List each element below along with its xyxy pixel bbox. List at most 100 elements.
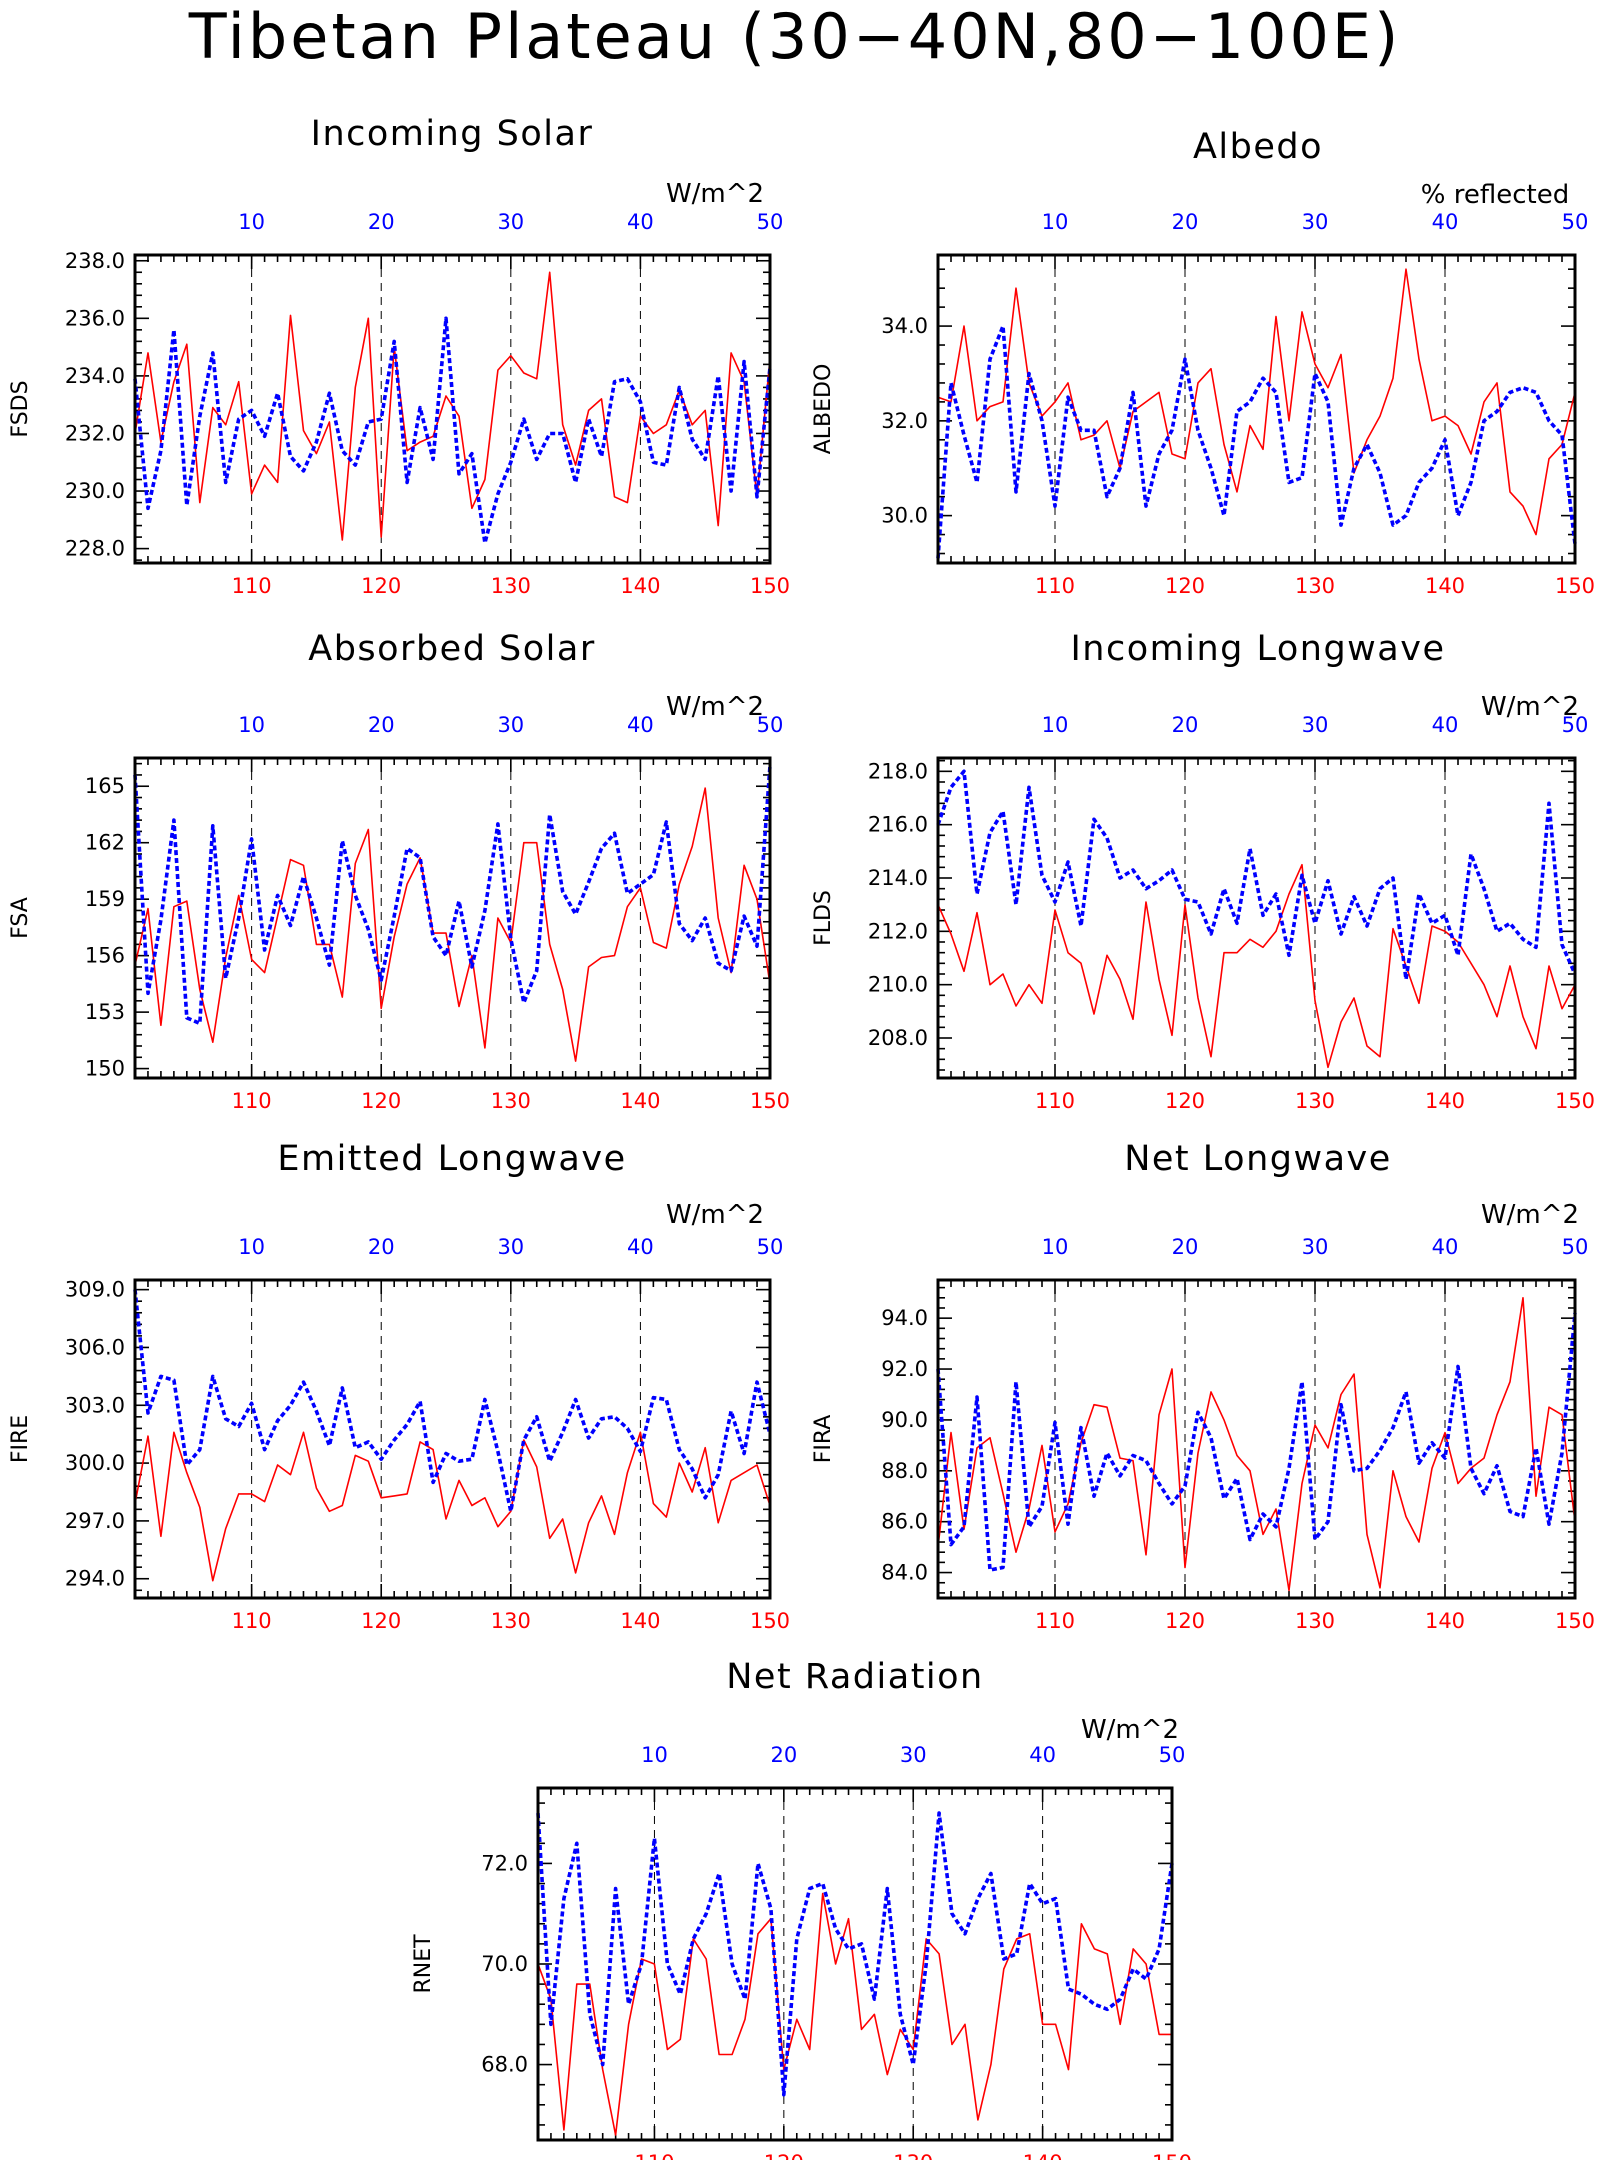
panel-title: Absorbed Solar: [308, 629, 595, 669]
chart-panel-fsa: Absorbed Solar W/m^2 FSA 110 120 130 140 150 10 2…: [8, 629, 790, 1113]
y-tick-label: 84.0: [881, 1561, 928, 1585]
x-bottom-tick-label: 130: [1295, 574, 1335, 598]
panel-title: Albedo: [1193, 127, 1323, 167]
y-tick-label: 228.0: [65, 537, 125, 561]
x-bottom-tick-label: 130: [491, 1089, 531, 1113]
y-tick-label: 32.0: [881, 409, 928, 433]
y-tick-label: 218.0: [868, 759, 928, 783]
x-top-tick-label: 10: [238, 210, 265, 234]
y-tick-label: 294.0: [65, 1567, 125, 1591]
x-bottom-tick-label: 140: [620, 1089, 660, 1113]
units-label: W/m^2: [666, 1200, 764, 1230]
y-tick-label: 309.0: [65, 1278, 125, 1302]
x-top-tick-label: 30: [497, 210, 524, 234]
x-top-tick-label: 40: [1432, 1235, 1459, 1259]
x-top-tick-label: 40: [627, 713, 654, 737]
x-bottom-tick-label: 130: [1295, 1609, 1335, 1633]
x-top-tick-label: 50: [757, 713, 784, 737]
x-bottom-tick-label: 110: [1035, 1609, 1075, 1633]
plot-frame: [936, 756, 1577, 1080]
x-bottom-tick-label: 130: [491, 574, 531, 598]
chart-panel-flds: Incoming Longwave W/m^2 FLDS 110 120 130 140 15…: [811, 629, 1595, 1113]
units-label: W/m^2: [1481, 692, 1579, 722]
x-bottom-tick-label: 130: [893, 2151, 933, 2160]
y-tick-label: 72.0: [481, 1851, 528, 1875]
y-tick-label: 234.0: [65, 364, 125, 388]
y-axis-label: FSA: [8, 897, 33, 939]
x-bottom-tick-label: 120: [1165, 1089, 1205, 1113]
x-top-tick-label: 40: [1432, 713, 1459, 737]
x-bottom-tick-label: 130: [1295, 1089, 1335, 1113]
x-bottom-tick-label: 110: [232, 1609, 272, 1633]
x-bottom-tick-label: 110: [232, 574, 272, 598]
x-top-tick-label: 30: [497, 1235, 524, 1259]
units-label: W/m^2: [666, 692, 764, 722]
x-bottom-tick-label: 140: [620, 1609, 660, 1633]
x-top-tick-label: 10: [1042, 713, 1069, 737]
x-bottom-tick-label: 150: [750, 1609, 790, 1633]
x-bottom-tick-label: 120: [764, 2151, 804, 2160]
x-bottom-tick-label: 140: [620, 574, 660, 598]
y-tick-label: 34.0: [881, 314, 928, 338]
x-bottom-tick-label: 110: [1035, 1089, 1075, 1113]
x-top-tick-label: 20: [368, 713, 395, 737]
y-tick-label: 300.0: [65, 1451, 125, 1475]
x-bottom-tick-label: 150: [1152, 2151, 1192, 2160]
y-axis-label: FIRA: [811, 1415, 836, 1464]
x-bottom-tick-label: 130: [491, 1609, 531, 1633]
y-axis-label: RNET: [411, 1934, 436, 1994]
y-axis-label: ALBEDO: [811, 364, 836, 455]
x-top-tick-label: 20: [770, 1743, 797, 1767]
y-axis-label: FSDS: [8, 380, 33, 437]
units-label: W/m^2: [1081, 1715, 1179, 1745]
series-line-blue-dotted: [536, 1811, 1174, 2097]
y-tick-label: 212.0: [868, 919, 928, 943]
series-line-blue-dotted: [936, 324, 1577, 559]
units-label: W/m^2: [666, 179, 764, 209]
panel-title: Incoming Longwave: [1070, 629, 1445, 669]
x-top-tick-label: 50: [1562, 210, 1589, 234]
x-bottom-tick-label: 120: [361, 1609, 401, 1633]
x-top-tick-label: 10: [238, 1235, 265, 1259]
y-tick-label: 92.0: [881, 1357, 928, 1381]
x-top-tick-label: 10: [1042, 210, 1069, 234]
x-top-tick-label: 50: [757, 1235, 784, 1259]
x-top-tick-label: 30: [497, 713, 524, 737]
x-bottom-tick-label: 120: [1165, 574, 1205, 598]
x-top-tick-label: 20: [1172, 210, 1199, 234]
x-top-tick-label: 30: [900, 1743, 927, 1767]
series-line-red: [134, 1431, 771, 1582]
chart-panel-albedo: Albedo % reflected ALBEDO 110 120 130 140 150 10…: [811, 127, 1595, 598]
x-top-tick-label: 40: [627, 1235, 654, 1259]
x-bottom-tick-label: 150: [1555, 1609, 1595, 1633]
x-top-tick-label: 40: [627, 210, 654, 234]
series-line-red: [537, 1892, 1172, 2136]
x-bottom-tick-label: 140: [1023, 2151, 1063, 2160]
x-bottom-tick-label: 120: [361, 574, 401, 598]
x-bottom-tick-label: 110: [634, 2151, 674, 2160]
y-tick-label: 236.0: [65, 306, 125, 330]
x-top-tick-label: 30: [1302, 1235, 1329, 1259]
series-line-blue-dotted: [133, 1289, 772, 1514]
series-line-red: [937, 1297, 1576, 1592]
y-tick-label: 238.0: [65, 249, 125, 273]
x-top-tick-label: 10: [1042, 1235, 1069, 1259]
plot-frame: [936, 1278, 1577, 1600]
y-tick-label: 165: [85, 774, 125, 798]
chart-panel-fire: Emitted Longwave W/m^2 FIRE 110 120 130 140 150…: [8, 1139, 790, 1633]
y-tick-label: 90.0: [881, 1408, 928, 1432]
x-top-tick-label: 10: [238, 713, 265, 737]
series-line-blue-dotted: [133, 765, 772, 1026]
y-tick-label: 68.0: [481, 2053, 528, 2077]
x-bottom-tick-label: 150: [1555, 574, 1595, 598]
plot-frame: [133, 1278, 772, 1600]
y-tick-label: 214.0: [868, 866, 928, 890]
x-bottom-tick-label: 110: [1035, 574, 1075, 598]
y-tick-label: 297.0: [65, 1509, 125, 1533]
y-axis-label: FLDS: [811, 890, 836, 946]
y-tick-label: 216.0: [868, 813, 928, 837]
x-bottom-tick-label: 150: [750, 574, 790, 598]
y-tick-label: 232.0: [65, 421, 125, 445]
panel-title: Net Longwave: [1124, 1139, 1392, 1179]
y-tick-label: 70.0: [481, 1952, 528, 1976]
